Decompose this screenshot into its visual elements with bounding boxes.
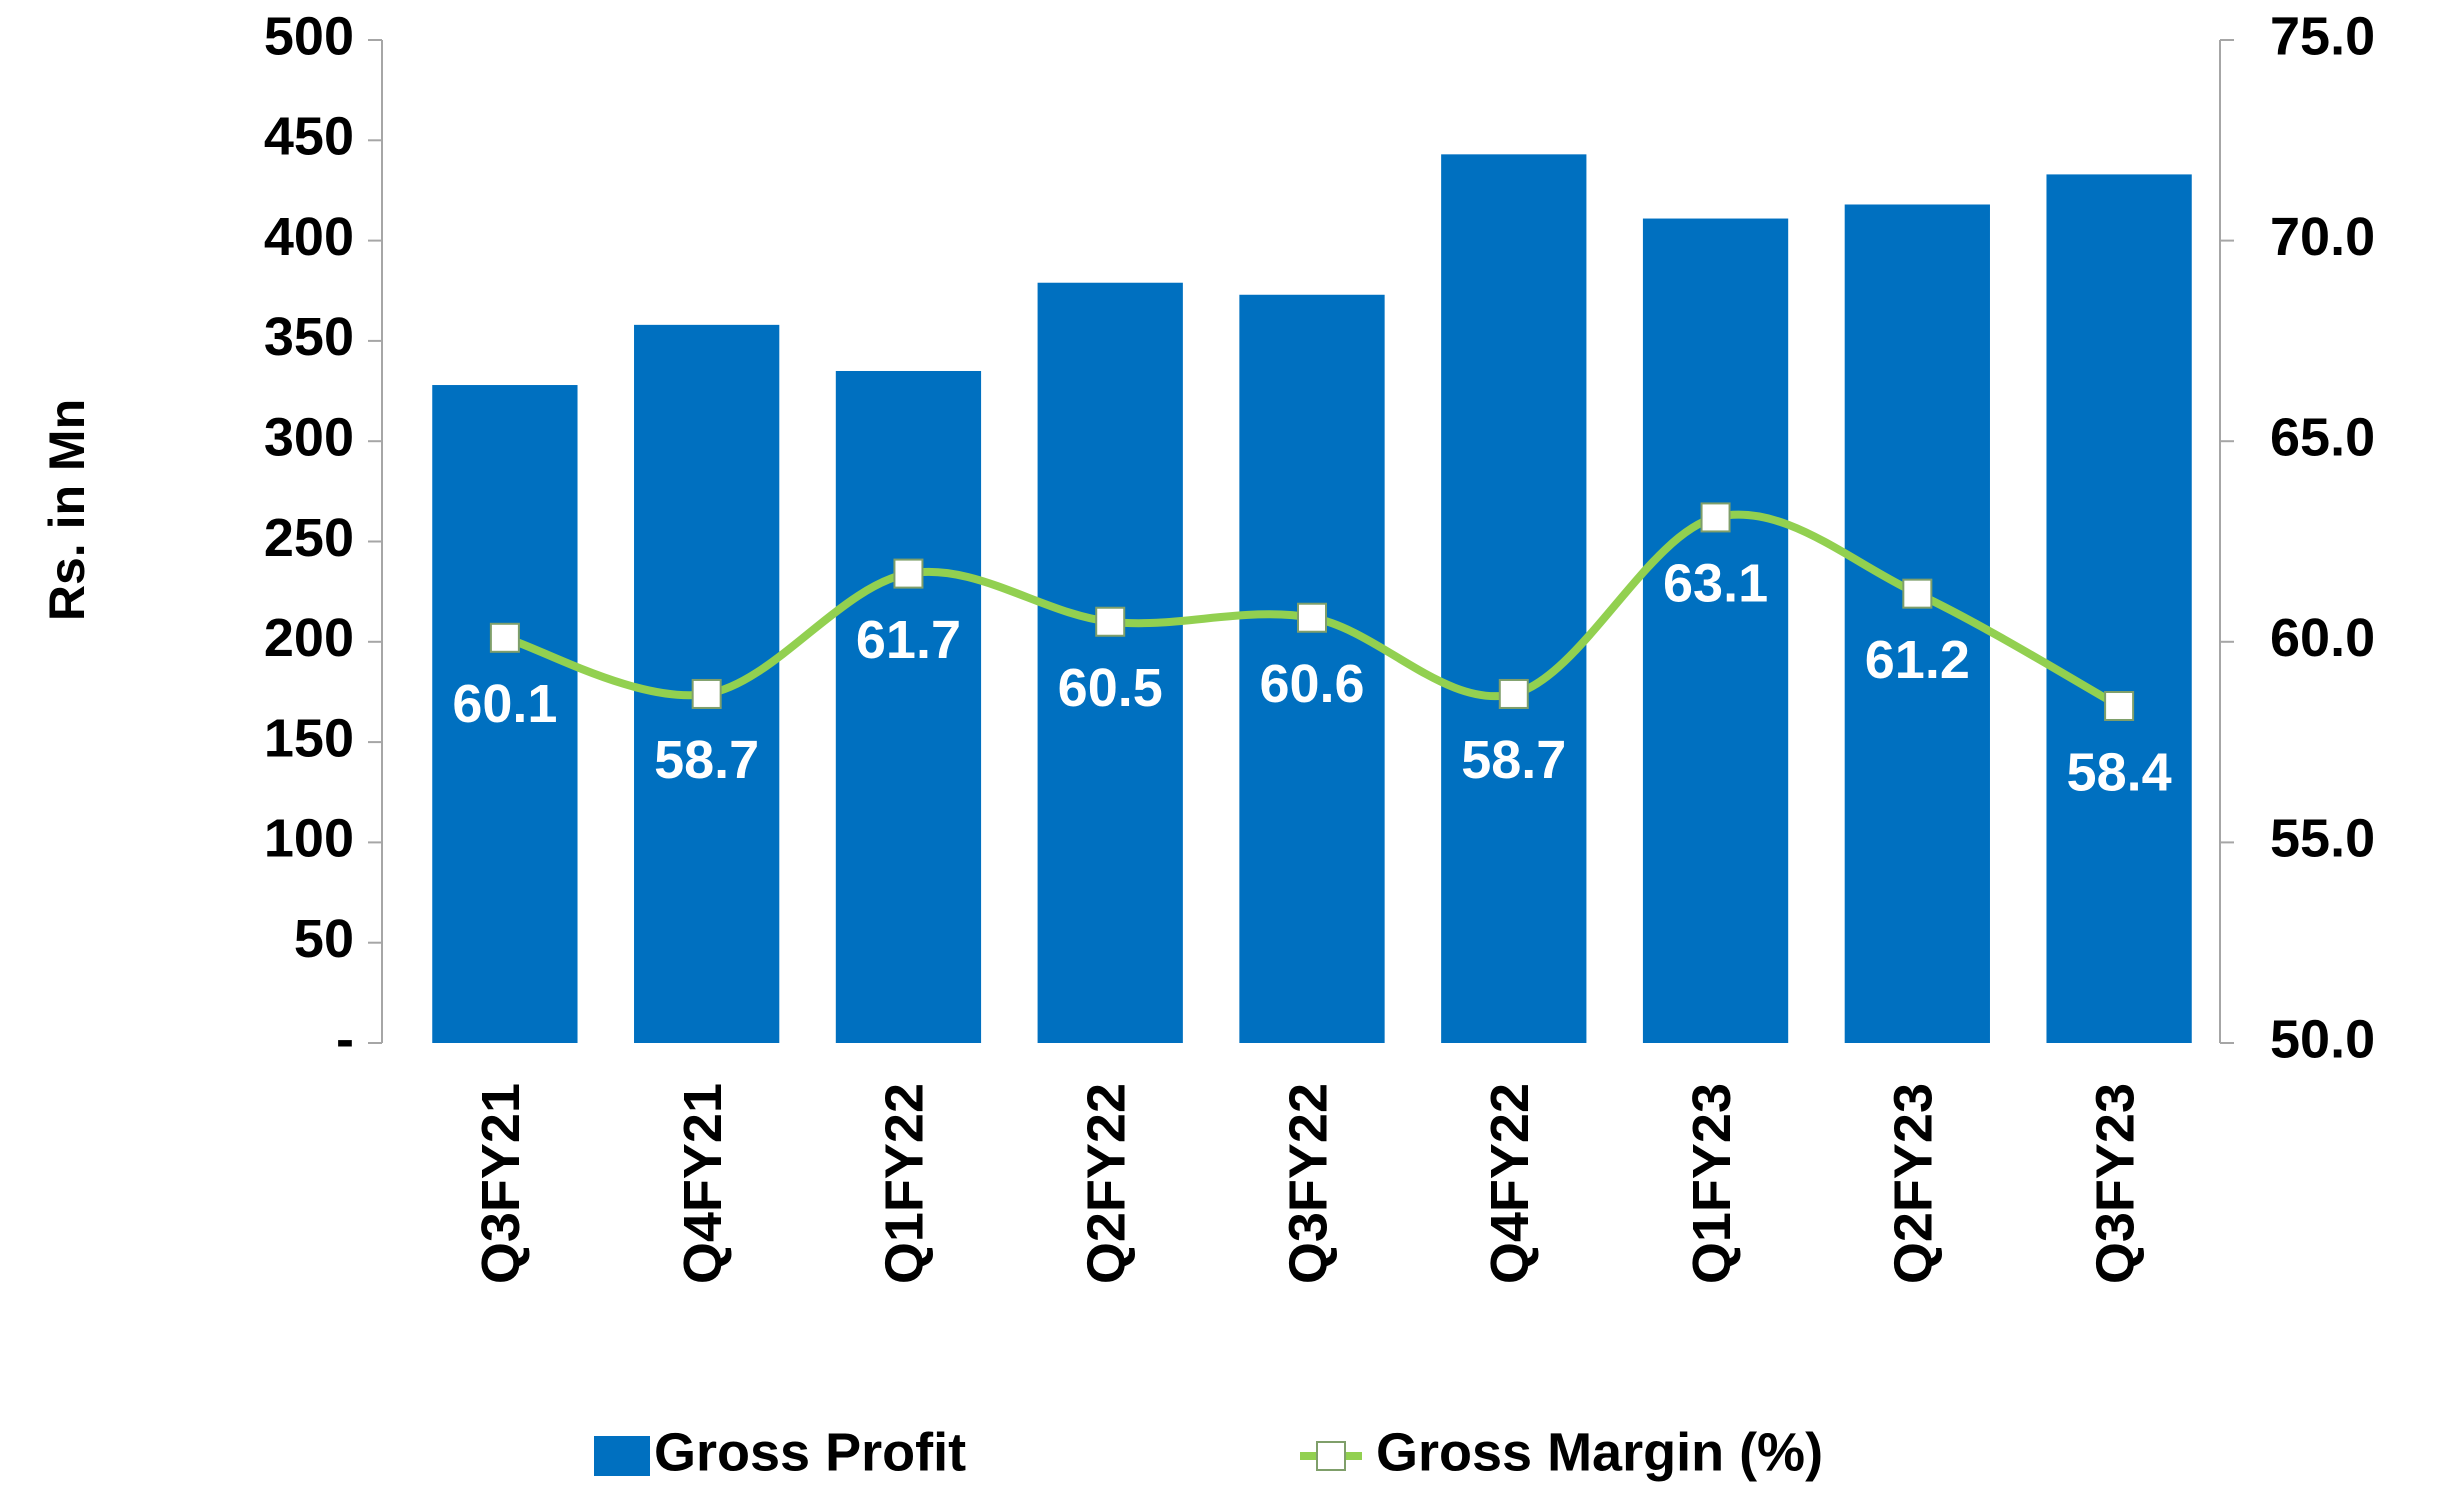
marker <box>691 678 722 709</box>
y2-tick-label: 70.0 <box>2270 207 2375 267</box>
data-label: 63.1 <box>1663 554 1768 614</box>
y-tick-label: 200 <box>264 608 354 668</box>
legend-label: Gross Margin (%) <box>1376 1422 1823 1482</box>
x-tick-label: Q3FY22 <box>1278 1083 1338 1284</box>
y-tick-label: 100 <box>264 809 354 869</box>
data-label: 61.7 <box>856 610 961 670</box>
bar <box>2046 174 2192 1044</box>
x-tick-label: Q2FY23 <box>1884 1083 1944 1284</box>
legend-marker <box>1316 1441 1346 1471</box>
legend-label: Gross Profit <box>654 1422 966 1482</box>
data-label: 58.4 <box>2067 742 2172 802</box>
x-tick-label: Q4FY22 <box>1480 1083 1540 1284</box>
x-tick-label: Q1FY23 <box>1682 1083 1742 1284</box>
x-tick-label: Q4FY21 <box>673 1083 733 1284</box>
y2-tick-label: 55.0 <box>2270 809 2375 869</box>
y-tick-label: 150 <box>264 708 354 768</box>
y2-tick-label: 75.0 <box>2270 6 2375 66</box>
y-tick-label: 350 <box>264 307 354 367</box>
data-label: 58.7 <box>654 730 759 790</box>
x-tick-label: Q3FY23 <box>2085 1083 2145 1284</box>
y2-tick-label: 65.0 <box>2270 407 2375 467</box>
data-label: 61.2 <box>1865 630 1970 690</box>
y2-tick-label: 60.0 <box>2270 608 2375 668</box>
bar <box>1441 154 1587 1044</box>
y-axis-label: Rs. in Mn <box>39 399 95 621</box>
bar <box>1844 204 1990 1043</box>
y-tick-label: 50 <box>294 909 354 969</box>
y-tick-label: - <box>336 1009 354 1069</box>
x-tick-label: Q3FY21 <box>471 1083 531 1284</box>
marker <box>1095 606 1126 637</box>
marker <box>1297 602 1327 633</box>
x-tick-label: Q2FY22 <box>1076 1083 1136 1284</box>
bar <box>1037 282 1183 1043</box>
x-tick-label: Q1FY22 <box>875 1083 935 1284</box>
bar <box>1239 294 1385 1044</box>
marker <box>893 558 924 589</box>
y-tick-label: 250 <box>264 508 354 568</box>
marker <box>1902 578 1933 609</box>
y-tick-label: 300 <box>264 407 354 467</box>
data-label: 60.6 <box>1259 654 1364 714</box>
marker <box>2104 690 2135 721</box>
y-tick-label: 500 <box>264 6 354 66</box>
y-tick-label: 450 <box>264 107 354 167</box>
legend-swatch <box>594 1436 650 1476</box>
marker <box>1498 678 1529 709</box>
line <box>503 510 2122 710</box>
marker <box>489 622 520 653</box>
y-tick-label: 400 <box>264 207 354 267</box>
y2-tick-label: 50.0 <box>2270 1009 2375 1069</box>
bar <box>1642 218 1789 1043</box>
data-label: 60.1 <box>452 674 557 734</box>
data-label: 60.5 <box>1058 658 1163 718</box>
data-label: 58.7 <box>1461 730 1566 790</box>
bar <box>835 370 982 1043</box>
bar <box>432 385 578 1044</box>
marker <box>1700 502 1731 533</box>
